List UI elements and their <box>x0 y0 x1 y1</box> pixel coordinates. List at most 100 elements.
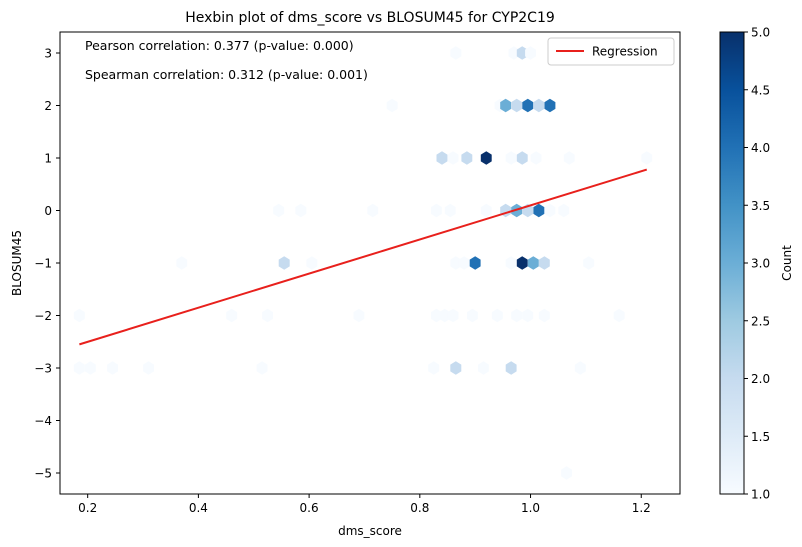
x-axis-ticks: 0.2 0.4 0.6 0.8 1.0 1.2 <box>78 494 651 515</box>
hexbin-cell <box>522 308 534 323</box>
y-tick-label: 3 <box>44 47 52 61</box>
hexbin-cell <box>73 361 85 375</box>
hexbin-cell <box>431 308 442 323</box>
colorbar-tick-label: 1.0 <box>751 488 770 502</box>
hexbin-cell <box>431 203 442 218</box>
hexbin-cell <box>262 308 273 323</box>
hexbin-cell <box>516 256 528 270</box>
hexbin-cell <box>511 98 523 113</box>
y-tick-label: −3 <box>34 362 52 376</box>
pearson-annotation: Pearson correlation: 0.377 (p-value: 0.0… <box>85 38 354 53</box>
colorbar-tick-label: 3.5 <box>751 199 770 213</box>
chart-title: Hexbin plot of dms_score vs BLOSUM45 for… <box>185 10 555 26</box>
hexbin-cell <box>583 256 595 270</box>
x-tick-label: 1.0 <box>521 501 540 515</box>
legend: Regression <box>547 37 675 66</box>
colorbar: 1.0 1.5 2.0 2.5 3.0 3.5 4.0 4.5 5.0 Count <box>719 26 794 502</box>
colorbar-tick-label: 1.5 <box>751 430 770 444</box>
hexbin-cell <box>480 151 492 165</box>
y-tick-label: −5 <box>34 467 52 481</box>
colorbar-tick-label: 5.0 <box>751 26 770 40</box>
colorbar-tick-label: 4.0 <box>751 141 770 155</box>
y-axis-label: BLOSUM45 <box>10 230 24 296</box>
x-tick-label: 1.2 <box>632 501 651 515</box>
hexbin-cell <box>522 98 534 113</box>
colorbar-tick-label: 2.5 <box>751 314 770 328</box>
hexbin-cell <box>505 361 517 375</box>
hexbin-cell <box>107 361 118 375</box>
hexbin-cell <box>480 203 492 218</box>
hexbin-cell <box>500 98 512 113</box>
x-tick-label: 0.4 <box>189 501 208 515</box>
colorbar-ticks: 1.0 1.5 2.0 2.5 3.0 3.5 4.0 4.5 5.0 <box>744 26 770 502</box>
hexbin-cell <box>450 361 462 375</box>
y-tick-label: 0 <box>44 204 52 218</box>
hexbin-cell <box>450 256 462 270</box>
colorbar-tick-label: 4.5 <box>751 83 770 97</box>
colorbar-tick-label: 2.0 <box>751 372 770 386</box>
hexbin-cell <box>563 151 575 165</box>
hexbin-cell <box>295 203 307 218</box>
x-tick-label: 0.6 <box>300 501 319 515</box>
hexbin-cell <box>143 361 154 375</box>
hexbin-cell <box>574 361 586 375</box>
hexbin-cell <box>386 98 398 113</box>
hexbin-cell <box>450 46 462 60</box>
hexbin-cell <box>447 308 459 323</box>
hexbin-cell <box>500 203 512 218</box>
hexbin-cell <box>367 203 379 218</box>
x-tick-label: 0.2 <box>78 501 97 515</box>
hexbin-cell <box>533 98 545 113</box>
hexbin-cell <box>428 361 440 375</box>
colorbar-tick-label: 3.0 <box>751 257 770 271</box>
y-tick-label: −1 <box>34 257 52 271</box>
hexbin-cell <box>353 308 365 323</box>
hexbin-cell <box>306 256 318 270</box>
hexbin-cell <box>538 308 550 323</box>
hexbin-cell <box>561 466 572 480</box>
hexbin-cell <box>525 46 536 60</box>
hexbin-cell <box>85 361 96 375</box>
hexbin-cell <box>511 308 523 323</box>
hexbin-cell <box>544 98 556 113</box>
spearman-annotation: Spearman correlation: 0.312 (p-value: 0.… <box>85 67 368 82</box>
hexbin-cell <box>516 46 528 60</box>
hexbin-cell <box>226 308 238 323</box>
hexbin-cell <box>516 151 528 165</box>
hexbin-cell <box>273 203 285 218</box>
hexbin-cell <box>469 256 481 270</box>
hexbin-layer <box>73 46 653 480</box>
hexbin-cell <box>458 256 470 270</box>
hexbin-cell <box>505 151 517 165</box>
y-tick-label: −4 <box>34 414 52 428</box>
hexbin-cell <box>278 256 290 270</box>
hexbin-cell <box>491 308 503 323</box>
legend-label-regression: Regression <box>592 45 658 59</box>
x-axis-label: dms_score <box>338 524 402 538</box>
regression-line <box>79 168 648 346</box>
hexbin-cell <box>256 361 268 375</box>
hexbin-cell <box>467 308 478 323</box>
x-tick-label: 0.8 <box>410 501 429 515</box>
hexbin-cell <box>478 361 489 375</box>
hexbin-cell <box>444 203 456 218</box>
hexbin-cell <box>508 46 520 60</box>
hexbin-cell <box>558 203 570 218</box>
hexbin-cell <box>530 151 542 165</box>
hexbin-cell <box>538 256 550 270</box>
hexbin-cell <box>613 308 625 323</box>
hexbin-cell <box>527 256 539 270</box>
hexbin-cell <box>176 256 188 270</box>
hexbin-cell <box>447 151 459 165</box>
hexbin-cell <box>439 308 451 323</box>
y-tick-label: 1 <box>44 152 52 166</box>
colorbar-label: Count <box>780 245 794 281</box>
y-axis-ticks: 3 2 1 0 −1 −2 −3 −4 −5 <box>34 47 60 481</box>
hexbin-cell <box>461 151 473 165</box>
colorbar-gradient <box>719 31 745 495</box>
legend-box <box>547 37 675 66</box>
hexbin-cell <box>73 308 85 323</box>
hexbin-cell <box>436 151 448 165</box>
y-tick-label: −2 <box>34 309 52 323</box>
